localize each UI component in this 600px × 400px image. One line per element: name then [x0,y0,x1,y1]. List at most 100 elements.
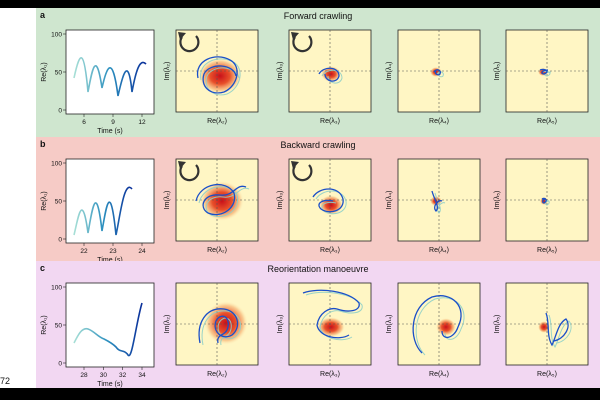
y-tick-label: 100 [51,32,62,39]
trajectory-faded [415,297,465,356]
y-axis-label: Re(λ₁) [41,191,48,210]
trajectory-line [412,295,462,354]
y-tick-label: 0 [58,237,62,244]
phase-y-label: Im(λ₅) [494,191,501,210]
trajectory-line [195,183,247,216]
trajectory-line [198,308,239,344]
phase-y-label: Im(λ₅) [494,62,501,81]
trajectory-faded [198,186,250,217]
phase-plot-3: Im(λ₃) Re(λ₃) [275,26,375,137]
trajectory-line [541,197,547,204]
trajectory-line [312,188,344,213]
phase-y-label: Im(λ₃) [277,315,284,334]
phase-x-label: Re(λ₅) [537,247,557,254]
phase-plot-2: Im(λ₂) Re(λ₂) [162,26,262,137]
x-tick-label: 9 [111,119,115,126]
phase-plot-2: Im(λ₂) Re(λ₂) [162,155,262,266]
bottom-black-bar [0,388,600,400]
phase-plot-3: Im(λ₃) Re(λ₃) [275,155,375,266]
phase-plot-svg: Im(λ₅) Re(λ₅) [494,158,589,254]
phase-y-label: Im(λ₄) [386,191,393,210]
y-tick-label: 100 [51,285,62,292]
phase-x-label: Re(λ₄) [429,118,449,125]
rotation-arrow-icon [178,161,200,182]
x-tick-label: 30 [100,372,108,379]
x-axis-label: Time (s) [97,128,122,135]
phase-plot-svg: Im(λ₅) Re(λ₅) [494,282,589,378]
phase-plot-svg: Im(λ₄) Re(λ₄) [386,282,481,378]
phase-x-label: Re(λ₃) [320,118,340,125]
panel-c: c Reorientation manoeuvre 100 50 0 28 30 32 34 Re… [36,261,600,388]
trajectory-line [539,68,549,75]
timeseries-line [73,186,133,236]
density-heatmap [198,58,242,94]
timeseries-svg: 100 50 0 28 30 32 34 Re(λ₁) Time (s) [41,282,155,388]
y-tick-label: 50 [55,70,63,77]
phase-y-label: Im(λ₂) [164,191,171,210]
phase-x-label: Re(λ₅) [537,371,557,378]
phase-plot-5: Im(λ₅) Re(λ₅) [492,155,592,266]
phase-plot-2: Im(λ₂) Re(λ₂) [162,279,262,390]
phase-plot-5: Im(λ₅) Re(λ₅) [492,279,592,390]
timeseries-frame [65,282,155,368]
y-axis-label: Re(λ₁) [41,62,48,81]
phase-y-label: Im(λ₄) [386,62,393,81]
y-tick-label: 50 [55,199,63,206]
trajectory-line [431,190,443,212]
trajectory-faded [434,192,446,214]
page-number: 72 [0,376,11,386]
y-axis-label: Re(λ₁) [41,315,48,334]
phase-plot-5: Im(λ₅) Re(λ₅) [492,26,592,137]
trajectory-line [433,69,442,76]
trajectory-line [545,312,569,347]
phase-x-label: Re(λ₂) [207,118,227,125]
x-tick-label: 32 [119,372,127,379]
panel-title: Forward crawling [283,11,353,21]
phase-x-label: Re(λ₃) [320,371,340,378]
timeseries-frame [65,29,155,115]
phase-x-label: Re(λ₂) [207,371,227,378]
timeseries-svg: 100 50 0 22 23 24 Re(λ₁) Time (s) [41,158,155,264]
phase-x-label: Re(λ₃) [320,247,340,254]
phase-x-label: Re(λ₅) [537,118,557,125]
phase-plot-svg: Im(λ₄) Re(λ₄) [386,158,481,254]
x-tick-label: 34 [138,372,146,379]
x-tick-label: 28 [80,372,88,379]
trajectory-faded [315,190,347,215]
phase-plot-4: Im(λ₄) Re(λ₄) [384,155,484,266]
panel-label: b [40,139,46,149]
trajectory-faded [200,58,241,96]
timeseries-frame [65,158,155,244]
top-black-bar [0,0,600,8]
panel-label: c [40,263,46,273]
phase-plot-svg: Im(λ₄) Re(λ₄) [386,29,481,125]
x-tick-label: 6 [82,119,86,126]
density-heatmap [204,301,248,345]
trajectory-faded [548,314,572,349]
phase-plot-3: Im(λ₃) Re(λ₃) [275,279,375,390]
panel-a: a Forward crawling 100 50 0 6 9 12 Re(λ₁) Time (s… [36,8,600,137]
timeseries-plot: 100 50 0 22 23 24 Re(λ₁) Time (s) [36,155,166,272]
phase-x-label: Re(λ₄) [429,371,449,378]
phase-plot-svg: Im(λ₂) Re(λ₂) [164,158,259,254]
phase-plot-4: Im(λ₄) Re(λ₄) [384,279,484,390]
phase-plot-svg: Im(λ₂) Re(λ₂) [164,29,259,125]
trajectory-line [302,289,360,339]
x-axis-label: Time (s) [97,257,122,264]
phase-x-label: Re(λ₄) [429,247,449,254]
x-tick-label: 23 [109,248,117,255]
rotation-arrow-icon [291,32,313,53]
phase-y-label: Im(λ₅) [494,315,501,334]
trajectory-line [318,67,340,82]
phase-plot-4: Im(λ₄) Re(λ₄) [384,26,484,137]
timeseries-svg: 100 50 0 6 9 12 Re(λ₁) Time (s) [41,29,155,135]
timeseries-plot: 100 50 0 28 30 32 34 Re(λ₁) Time (s) [36,279,166,396]
phase-x-label: Re(λ₂) [207,247,227,254]
density-heatmap [317,317,345,337]
phase-plot-svg: Im(λ₃) Re(λ₃) [277,158,372,254]
x-tick-label: 24 [138,248,146,255]
phase-y-label: Im(λ₂) [164,315,171,334]
panel-title: Backward crawling [280,140,356,150]
phase-plot-svg: Im(λ₅) Re(λ₅) [494,29,589,125]
